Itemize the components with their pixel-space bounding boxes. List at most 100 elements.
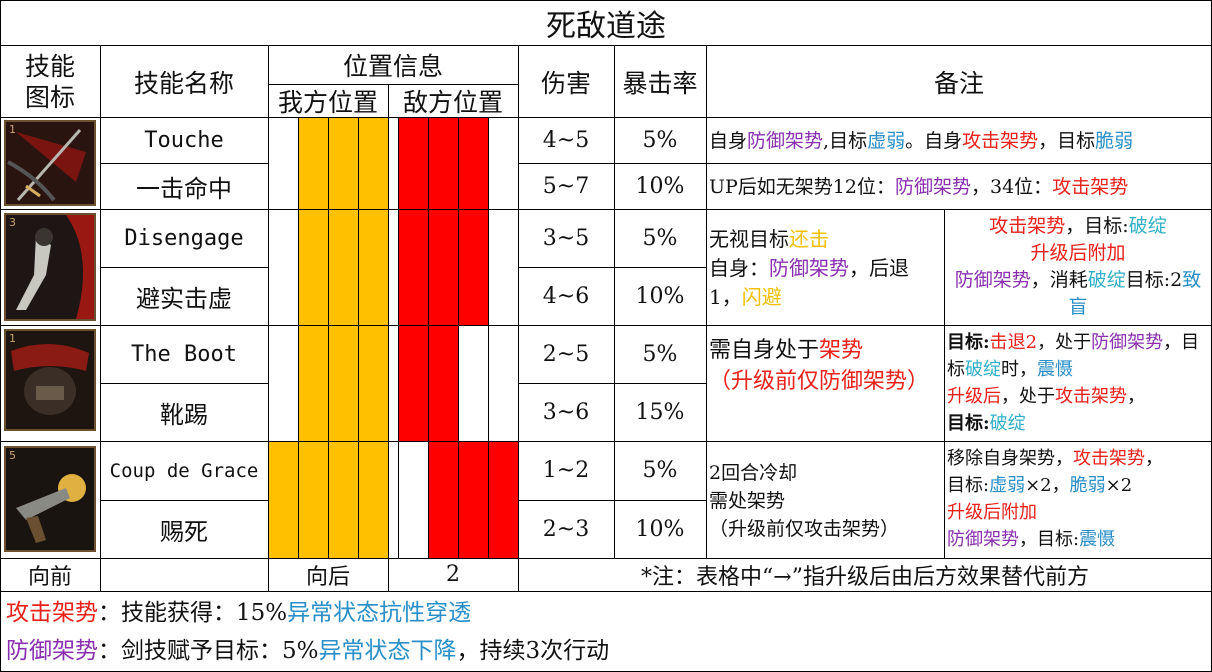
damage-avoid: 4~6 (542, 283, 590, 309)
coup-self-pos-4 (358, 441, 388, 558)
skill-name-touche: Touche (144, 128, 224, 153)
header-damage: 伤害 (540, 69, 591, 98)
disengage-enemy-pos-2 (428, 209, 458, 325)
skill-name-grant-death: 赐死 (160, 517, 208, 546)
touche-enemy-pos-1 (398, 118, 428, 209)
grid-line (388, 84, 389, 591)
grid-line (100, 45, 101, 591)
disengage-self-pos-4 (358, 209, 388, 325)
coup-enemy-pos-3 (458, 441, 488, 558)
footer-count: 2 (446, 562, 460, 587)
crit-hit: 10% (635, 173, 685, 199)
legend-attack-stance: 攻击架势：技能获得：15%异常状态抗性穿透 (6, 600, 472, 626)
grid-line (100, 383, 268, 384)
grid-line (0, 558, 1212, 559)
grid-line (298, 117, 299, 558)
touche-self-pos-2 (298, 118, 328, 209)
note-touche: 自身防御架势,目标虚弱。自身攻击架势，目标脆弱 (709, 130, 1134, 152)
header-icon: 技能 图标 (24, 52, 75, 112)
crit-disengage: 5% (642, 225, 678, 251)
coup-enemy-pos-4 (488, 441, 518, 558)
disengage-enemy-pos-3 (458, 209, 488, 325)
disengage-skill-icon: 3 (4, 213, 96, 321)
boot-self-pos-2 (298, 325, 328, 441)
damage-the-boot: 2~5 (542, 341, 590, 367)
skill-name-hit: 一击命中 (136, 174, 232, 203)
grid-line (328, 117, 329, 558)
grid-line (100, 500, 268, 501)
grid-line (518, 383, 706, 384)
grid-line (398, 117, 399, 558)
page-title: 死敌道途 (546, 9, 666, 44)
coup-enemy-pos-2 (428, 441, 458, 558)
footer-remark: *注：表格中“→”指升级后由后方效果替代前方 (641, 564, 1089, 590)
grid-line (0, 441, 1212, 442)
note-hit: UP后如无架势12位：防御架势，34位：攻击架势 (709, 176, 1129, 198)
crit-boot-kick: 15% (635, 399, 685, 425)
boot-self-pos-3 (328, 325, 358, 441)
skill-name-avoid: 避实击虚 (136, 284, 232, 313)
note-coup-left: 2回合冷却 需处架势 （升级前仅攻击架势） (709, 462, 900, 540)
coup-de-grace-skill-icon: 5 (4, 446, 96, 552)
touche-enemy-pos-3 (458, 118, 488, 209)
grid-line (706, 45, 707, 558)
header-enemy-position: 敌方位置 (402, 88, 503, 117)
grid-line (268, 45, 269, 591)
grid-line (100, 267, 268, 268)
boot-enemy-pos-2 (428, 325, 458, 441)
boot-enemy-pos-1 (398, 325, 428, 441)
grid-line (488, 117, 489, 558)
grid-line (944, 209, 945, 558)
grid-line (100, 163, 268, 164)
grid-line (518, 500, 706, 501)
header-notes: 备注 (933, 69, 984, 98)
header-position: 位置信息 (342, 52, 443, 81)
grid-line (0, 591, 1212, 592)
skill-name-boot-kick: 靴踢 (160, 400, 208, 429)
footer-backward: 向后 (305, 564, 350, 590)
damage-grant-death: 2~3 (542, 516, 590, 542)
grid-line (614, 45, 615, 558)
crit-the-boot: 5% (642, 341, 678, 367)
note-disengage-right: 攻击架势，目标:破绽 升级后附加 防御架势，消耗破绽目标:2致盲 (954, 215, 1202, 318)
damage-disengage: 3~5 (542, 225, 590, 251)
grid-line (358, 117, 359, 558)
the-boot-skill-icon: 1 (4, 329, 96, 431)
damage-boot-kick: 3~6 (542, 399, 590, 425)
grid-line (428, 117, 429, 558)
touche-skill-icon: 1 (4, 120, 96, 206)
crit-grant-death: 10% (635, 516, 685, 542)
disengage-enemy-pos-1 (398, 209, 428, 325)
grid-line (518, 45, 519, 591)
disengage-self-pos-2 (298, 209, 328, 325)
damage-coup: 1~2 (542, 458, 590, 483)
legend-defense-stance: 防御架势：剑技赋予目标：5%异常状态下降，持续3次行动 (6, 638, 610, 664)
coup-self-pos-1 (268, 441, 298, 558)
grid-line (458, 117, 459, 558)
crit-coup: 5% (642, 458, 678, 483)
crit-touche: 5% (642, 128, 678, 153)
header-skill-name: 技能名称 (133, 69, 234, 98)
touche-enemy-pos-2 (428, 118, 458, 209)
touche-self-pos-3 (328, 118, 358, 209)
boot-self-pos-4 (358, 325, 388, 441)
note-boot-right: 目标:击退2，处于防御架势，目标破绽时，震慑 升级后，处于攻击架势， 目标:破绽 (947, 332, 1200, 434)
note-boot-left: 需自身处于架势 （升级前仅防御架势） (709, 338, 930, 394)
damage-touche: 4~5 (542, 128, 590, 153)
header-self-position: 我方位置 (277, 88, 378, 117)
grid-line (0, 209, 1212, 210)
footer-forward: 向前 (27, 564, 72, 590)
skill-name-disengage: Disengage (124, 225, 244, 251)
skill-name-the-boot: The Boot (131, 341, 237, 367)
skill-name-coup-de-grace: Coup de Grace (109, 459, 259, 482)
grid-line (0, 45, 1212, 46)
grid-line (268, 84, 518, 85)
note-disengage-left: 无视目标还击 自身：防御架势，后退1，闪避 (709, 227, 909, 309)
grid-line (0, 325, 1212, 326)
damage-hit: 5~7 (542, 173, 590, 199)
grid-line (0, 117, 1212, 118)
coup-self-pos-2 (298, 441, 328, 558)
note-coup-right: 移除自身架势，攻击架势， 目标:虚弱×2，脆弱×2 升级后附加 防御架势，目标:… (947, 448, 1163, 550)
coup-self-pos-3 (328, 441, 358, 558)
